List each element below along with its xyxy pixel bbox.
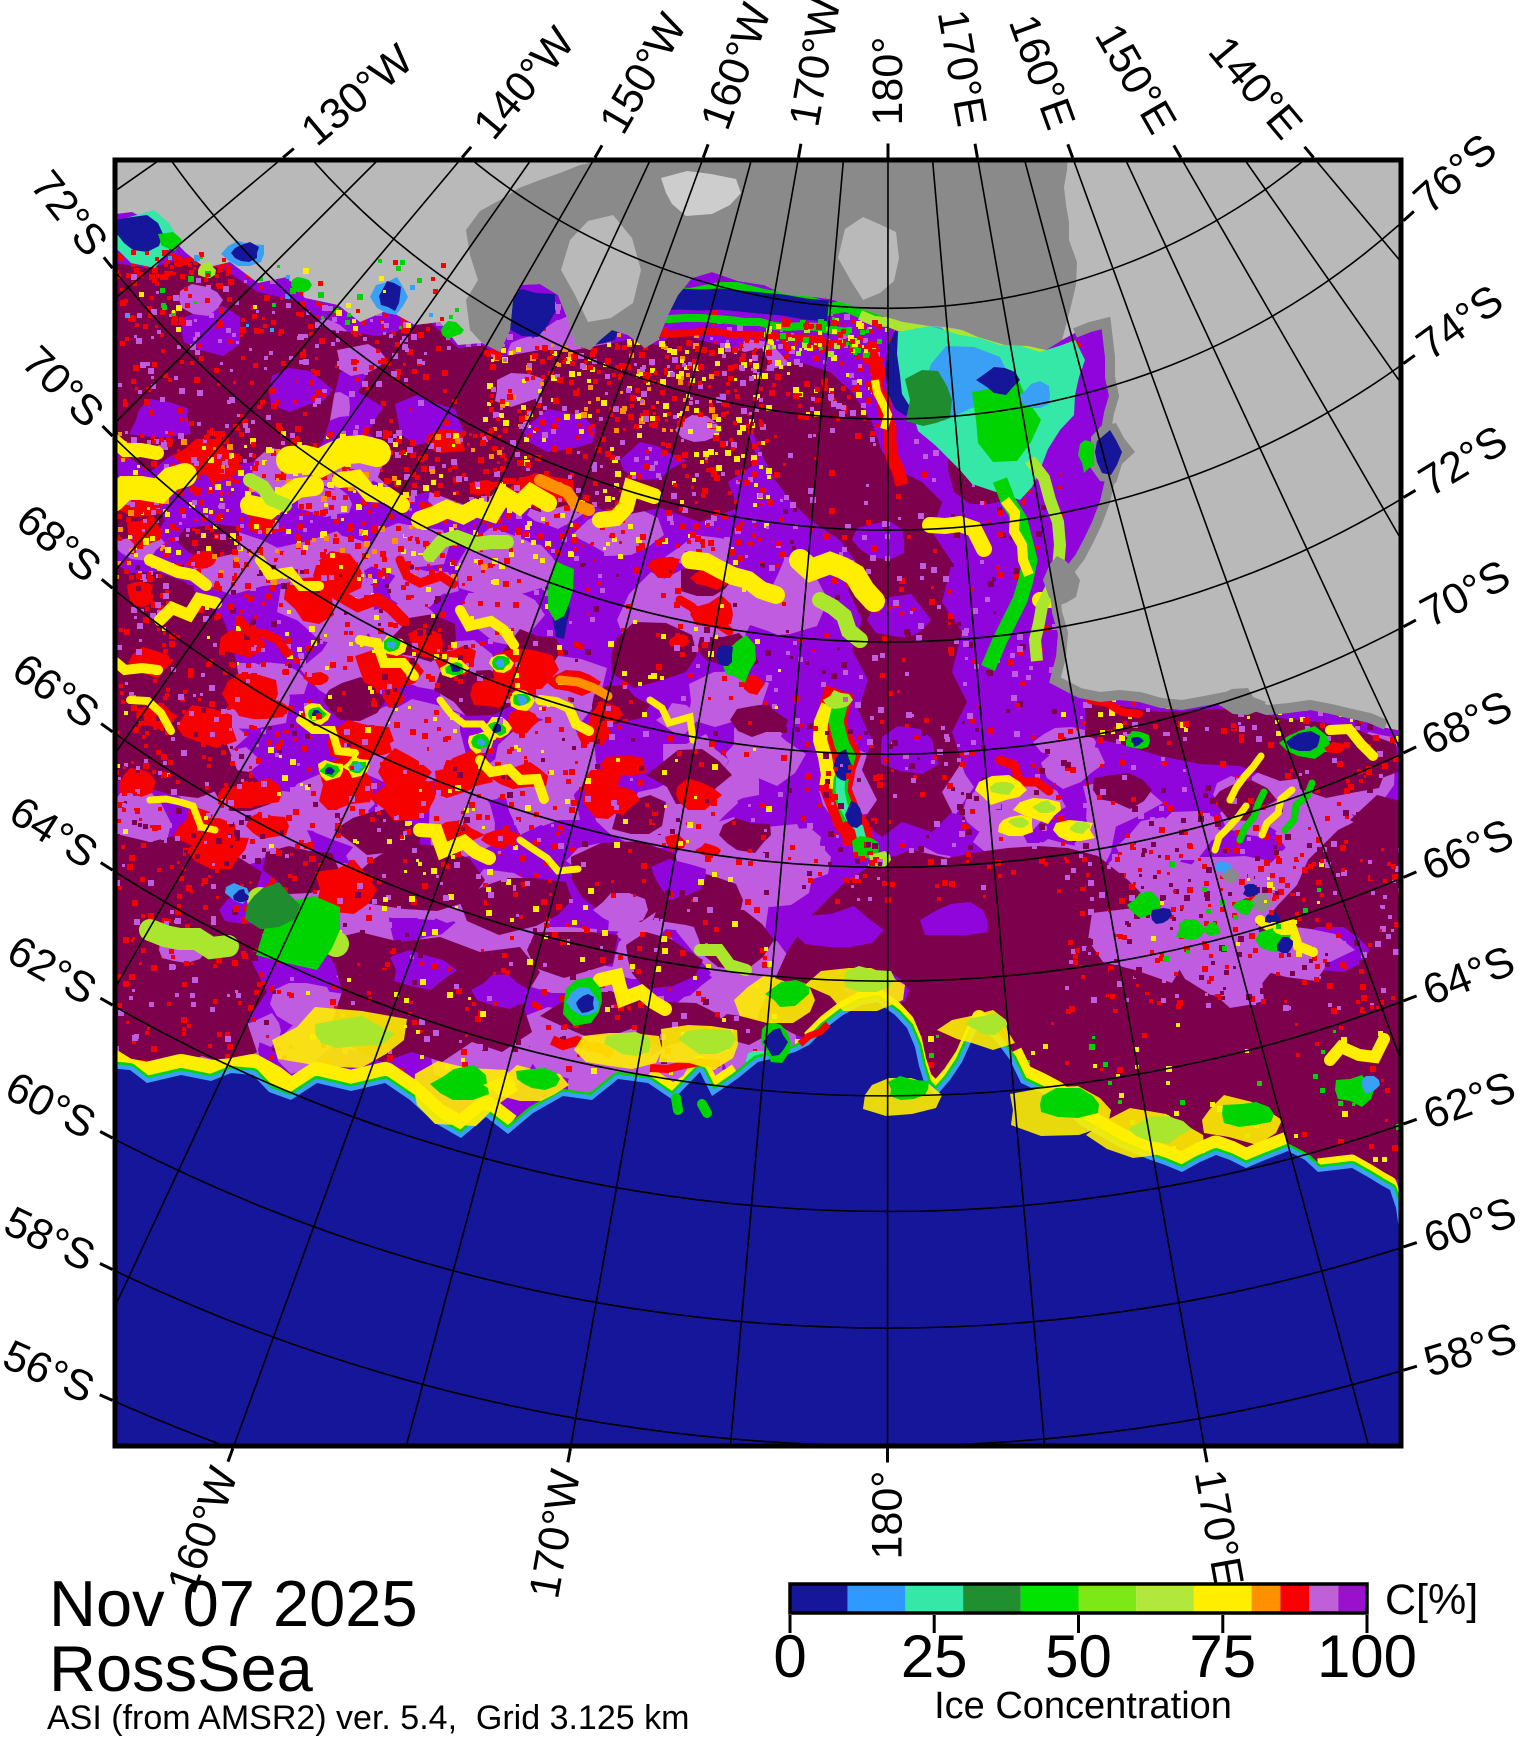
svg-text:25: 25 <box>901 1623 968 1690</box>
svg-text:C[%]: C[%] <box>1385 1576 1478 1624</box>
svg-text:ASI (from AMSR2) ver. 5.4, Gr: ASI (from AMSR2) ver. 5.4, Grid 3.125 km <box>47 1699 689 1737</box>
svg-text:0: 0 <box>773 1623 806 1690</box>
svg-text:RossSea: RossSea <box>49 1632 314 1705</box>
svg-text:180°: 180° <box>864 37 912 126</box>
svg-text:Nov 07 2025: Nov 07 2025 <box>49 1567 418 1640</box>
svg-text:75: 75 <box>1189 1623 1256 1690</box>
svg-text:100: 100 <box>1317 1623 1417 1690</box>
svg-text:50: 50 <box>1045 1623 1112 1690</box>
svg-text:Ice Concentration: Ice Concentration <box>934 1685 1232 1727</box>
svg-text:180°: 180° <box>864 1471 912 1560</box>
